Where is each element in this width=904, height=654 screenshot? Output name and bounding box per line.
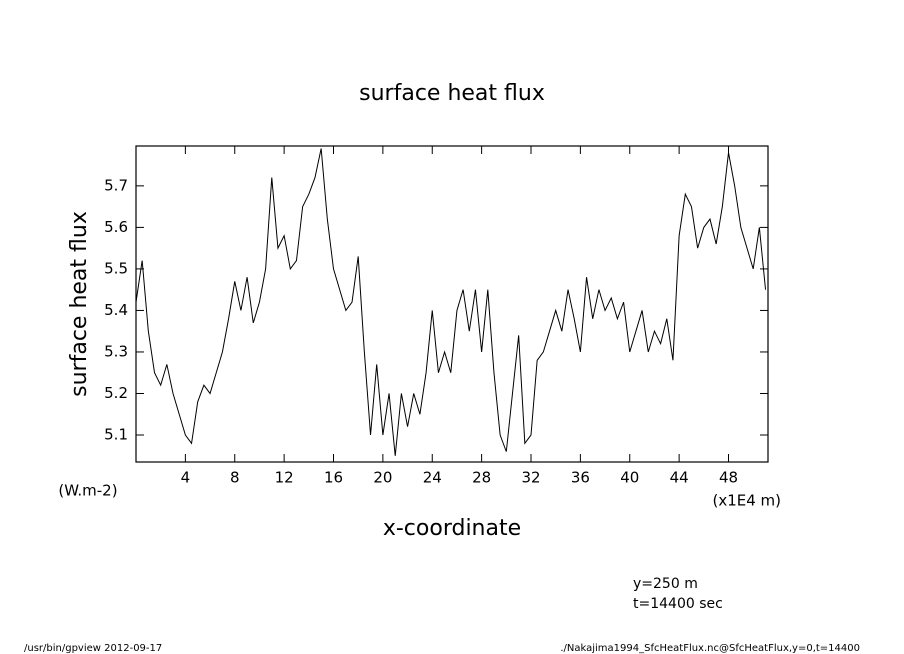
y-tick-label: 5.2	[104, 384, 128, 402]
y-tick-label: 5.5	[104, 259, 128, 277]
y-units: (W.m-2)	[58, 482, 117, 500]
footer: ./Nakajima1994_SfcHeatFlux.nc@SfcHeatFlu…	[560, 643, 860, 654]
x-units: (x1E4 m)	[712, 492, 781, 510]
x-tick-label: 28	[472, 469, 491, 487]
y-tick-label: 5.3	[104, 342, 128, 360]
data-line	[135, 148, 767, 456]
x-tick-label: 8	[230, 469, 240, 487]
x-tick-label: 20	[373, 469, 392, 487]
x-tick-label: 40	[620, 469, 639, 487]
chart-title: surface heat flux	[359, 81, 545, 106]
x-tick-label: 44	[670, 469, 689, 487]
footer: /usr/bin/gpview 2012-09-17	[24, 643, 162, 654]
y-tick-label: 5.1	[104, 426, 128, 444]
y-tick-label: 5.4	[104, 301, 128, 319]
x-tick-label: 32	[521, 469, 540, 487]
x-tick-label: 16	[324, 469, 343, 487]
annotation: t=14400 sec	[633, 596, 723, 612]
x-tick-label: 12	[275, 469, 294, 487]
x-axis-label: x-coordinate	[383, 516, 521, 541]
x-tick-label: 4	[181, 469, 191, 487]
x-tick-label: 48	[719, 469, 738, 487]
y-tick-label: 5.6	[104, 218, 128, 236]
y-axis-label: surface heat flux	[67, 211, 92, 397]
annotation: y=250 m	[633, 576, 698, 592]
x-tick-label: 24	[423, 469, 442, 487]
plot-frame	[135, 145, 769, 463]
y-tick-label: 5.7	[104, 176, 128, 194]
x-tick-label: 36	[571, 469, 590, 487]
